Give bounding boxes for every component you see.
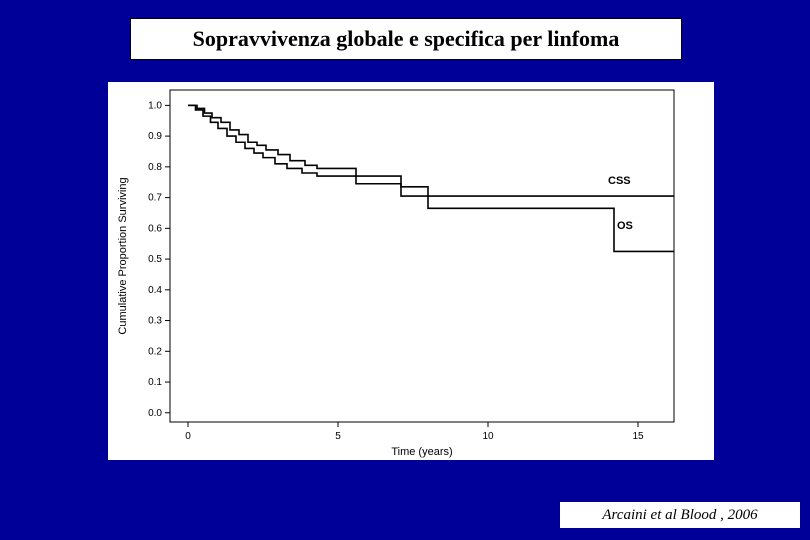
citation: Arcaini et al Blood , 2006 [560,502,800,528]
svg-text:0.7: 0.7 [148,193,162,204]
svg-text:1.0: 1.0 [148,100,162,111]
svg-text:Time (years): Time (years) [391,446,452,458]
svg-text:0.6: 0.6 [148,223,162,234]
svg-text:0.9: 0.9 [148,131,162,142]
svg-text:Cumulative Proportion Survivin: Cumulative Proportion Surviving [117,177,129,334]
svg-text:0.5: 0.5 [148,254,162,265]
svg-text:10: 10 [482,431,494,442]
svg-text:0.1: 0.1 [148,377,162,388]
slide-title: Sopravvivenza globale e specifica per li… [130,18,682,60]
svg-text:5: 5 [335,431,341,442]
survival-chart-panel: 0.0 0.1 0.2 0.3 0.4 0.5 0.6 0.7 0.8 0.9 1.0 0 5 10 15 T… [108,82,714,460]
svg-text:0.3: 0.3 [148,316,162,327]
svg-text:15: 15 [632,431,644,442]
svg-text:0.2: 0.2 [148,346,162,357]
svg-text:0: 0 [185,431,191,442]
svg-text:CSS: CSS [608,175,631,187]
svg-text:0.0: 0.0 [148,408,162,419]
svg-text:0.8: 0.8 [148,162,162,173]
svg-text:0.4: 0.4 [148,285,162,296]
survival-chart: 0.0 0.1 0.2 0.3 0.4 0.5 0.6 0.7 0.8 0.9 1.0 0 5 10 15 T… [108,82,714,460]
svg-text:OS: OS [617,220,633,232]
